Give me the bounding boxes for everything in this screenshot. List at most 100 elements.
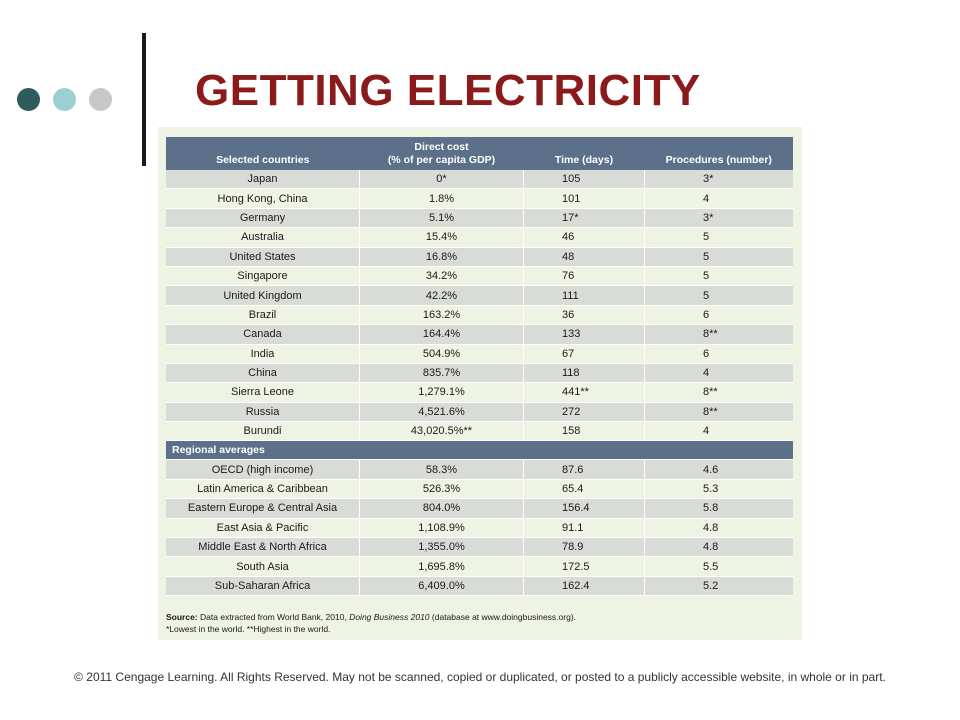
cell-procedures: 4 [644,421,793,442]
cell-country: South Asia [166,556,360,577]
cell-time: 101 [523,188,645,209]
cell-direct-cost: 42.2% [359,285,524,306]
cell-country: Hong Kong, China [166,188,360,209]
cell-direct-cost: 1,355.0% [359,537,524,558]
cell-country: United States [166,247,360,267]
header-direct-cost-line2: (% of per capita GDP) [387,154,496,166]
cell-direct-cost: 1,279.1% [359,382,524,403]
cell-direct-cost: 526.3% [359,479,524,500]
cell-direct-cost: 164.4% [359,324,524,345]
cell-direct-cost: 1.8% [359,188,524,209]
cell-procedures: 3* [644,208,793,229]
table-row: Australia 15.4% 46 5 [166,227,793,248]
copyright-footer: © 2011 Cengage Learning. All Rights Rese… [74,670,886,684]
table-row: Singapore 34.2% 76 5 [166,266,793,287]
cell-procedures: 4 [644,363,793,384]
cell-procedures: 5.5 [644,556,793,577]
table-row: Hong Kong, China 1.8% 101 4 [166,188,793,209]
cell-direct-cost: 1,695.8% [359,556,524,577]
table-row: South Asia 1,695.8% 172.5 5.5 [166,556,793,577]
cell-direct-cost: 5.1% [359,208,524,229]
table-row: Germany 5.1% 17* 3* [166,208,793,229]
header-direct-cost: Direct cost (% of per capita GDP) [359,137,524,170]
cell-time: 156.4 [523,498,645,519]
cell-procedures: 5.8 [644,498,793,519]
table-row: Brazil 163.2% 36 6 [166,305,793,326]
table-panel: Selected countries Direct cost (% of per… [158,127,802,640]
cell-procedures: 4.8 [644,518,793,539]
cell-procedures: 6 [644,305,793,326]
cell-direct-cost: 835.7% [359,363,524,384]
cell-procedures: 8** [644,324,793,345]
section-row-regional: Regional averages [166,440,793,461]
table-row: Canada 164.4% 133 8** [166,324,793,345]
table-row: Sierra Leone 1,279.1% 441** 8** [166,382,793,403]
dot-light [53,88,76,111]
cell-time: 65.4 [523,479,645,500]
cell-time: 91.1 [523,518,645,539]
table-header-row: Selected countries Direct cost (% of per… [166,137,793,170]
cell-procedures: 5 [644,266,793,287]
cell-country: Brazil [166,305,360,326]
cell-direct-cost: 43,020.5%** [359,421,524,442]
cell-procedures: 8** [644,382,793,403]
cell-procedures: 5.3 [644,479,793,500]
cell-time: 87.6 [523,459,645,480]
table-row: Latin America & Caribbean 526.3% 65.4 5.3 [166,479,793,500]
cell-time: 48 [523,247,645,267]
cell-procedures: 3* [644,170,793,190]
cell-time: 67 [523,344,645,364]
cell-country: Sierra Leone [166,382,360,403]
table-row: China 835.7% 118 4 [166,363,793,384]
slide-title: GETTING ELECTRICITY [195,66,701,115]
cell-direct-cost: 504.9% [359,344,524,364]
table-row: United Kingdom 42.2% 111 5 [166,285,793,306]
cell-country: Sub-Saharan Africa [166,576,360,597]
table-row: United States 16.8% 48 5 [166,247,793,267]
cell-country: Eastern Europe & Central Asia [166,498,360,519]
source-note: Source: Data extracted from World Bank, … [166,611,576,635]
table-row: Sub-Saharan Africa 6,409.0% 162.4 5.2 [166,576,793,597]
cell-country: Burundi [166,421,360,442]
cell-direct-cost: 4,521.6% [359,402,524,423]
cell-time: 133 [523,324,645,345]
cell-time: 158 [523,421,645,442]
decorative-dots [17,88,112,111]
cell-procedures: 5 [644,285,793,306]
table-row: Eastern Europe & Central Asia 804.0% 156.4… [166,498,793,519]
table-row: Burundi 43,020.5%** 158 4 [166,421,793,442]
cell-country: China [166,363,360,384]
cell-direct-cost: 0* [359,170,524,190]
cell-time: 76 [523,266,645,287]
cell-procedures: 4 [644,188,793,209]
table-row: Middle East & North Africa 1,355.0% 78.9 4.… [166,537,793,558]
cell-country: Russia [166,402,360,423]
cell-direct-cost: 163.2% [359,305,524,326]
cell-time: 36 [523,305,645,326]
cell-procedures: 6 [644,344,793,364]
cell-country: OECD (high income) [166,459,360,480]
cell-time: 17* [523,208,645,229]
cell-country: United Kingdom [166,285,360,306]
cell-direct-cost: 1,108.9% [359,518,524,539]
cell-country: Canada [166,324,360,345]
dot-dark [17,88,40,111]
cell-time: 105 [523,170,645,190]
cell-country: Singapore [166,266,360,287]
cell-direct-cost: 804.0% [359,498,524,519]
table-row: Japan 0* 105 3* [166,170,793,190]
footnote-legend: *Lowest in the world. **Highest in the w… [166,624,331,634]
source-database: (database at www.doingbusiness.org). [431,612,577,622]
electricity-table: Selected countries Direct cost (% of per… [166,137,793,597]
cell-direct-cost: 58.3% [359,459,524,480]
table-row: OECD (high income) 58.3% 87.6 4.6 [166,459,793,480]
cell-procedures: 4.8 [644,537,793,558]
cell-time: 46 [523,227,645,248]
cell-country: Japan [166,170,360,190]
cell-direct-cost: 6,409.0% [359,576,524,597]
cell-direct-cost: 34.2% [359,266,524,287]
source-publication: Doing Business 2010 [349,612,430,622]
table-row: India 504.9% 67 6 [166,344,793,364]
cell-country: Germany [166,208,360,229]
table-row: East Asia & Pacific 1,108.9% 91.1 4.8 [166,518,793,539]
